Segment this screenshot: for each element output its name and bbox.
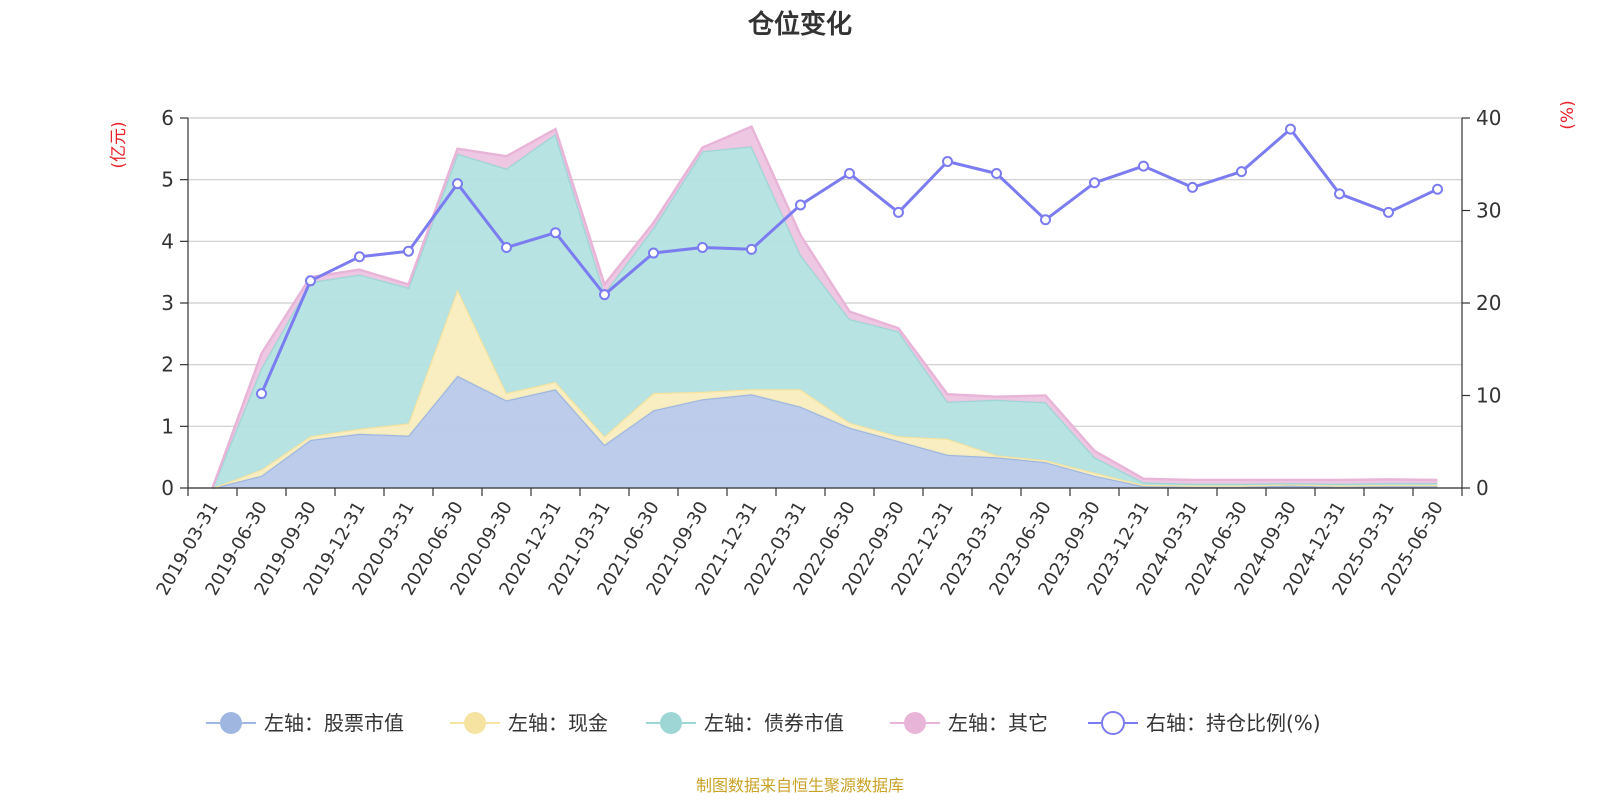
right-tick-label: 0 <box>1476 476 1489 500</box>
ratio-point <box>1187 181 1198 193</box>
ratio-point <box>1138 160 1149 172</box>
ratio-point <box>648 247 659 259</box>
position-ratio-line <box>256 123 1443 400</box>
ratio-point <box>354 251 365 263</box>
legend-marker-icon <box>220 712 242 734</box>
ratio-point <box>1432 183 1443 195</box>
ratio-point <box>991 168 1002 179</box>
legend-label: 左轴：现金 <box>508 711 608 735</box>
ratio-point <box>942 155 953 167</box>
legend-label: 左轴：债券市值 <box>704 711 844 735</box>
left-axis-unit: (亿元) <box>109 121 129 168</box>
chart-title: 仓位变化 <box>747 9 852 40</box>
left-tick-label: 1 <box>161 414 174 438</box>
left-tick-label: 6 <box>161 106 174 130</box>
left-tick-label: 5 <box>161 168 174 192</box>
legend-item[interactable]: 左轴：股票市值 <box>206 711 404 735</box>
ratio-point <box>452 178 463 190</box>
legend-item[interactable]: 左轴：债券市值 <box>646 711 844 735</box>
legend-label: 左轴：股票市值 <box>264 711 404 735</box>
ratio-point <box>501 242 512 253</box>
ratio-point <box>1334 188 1345 200</box>
left-tick-label: 4 <box>161 229 174 253</box>
ratio-point <box>305 275 316 287</box>
ratio-point <box>1040 214 1051 226</box>
legend-label: 右轴：持仓比例(%) <box>1146 711 1321 735</box>
right-tick-label: 10 <box>1476 384 1501 408</box>
legend: 左轴：股票市值 左轴：现金 左轴：债券市值 左轴：其它 右轴：持仓比例(%) <box>206 711 1321 735</box>
left-tick-label: 3 <box>161 291 174 315</box>
stacked-areas <box>211 124 1438 490</box>
ratio-point <box>550 227 561 239</box>
area-edge-other <box>211 124 1438 489</box>
legend-item[interactable]: 左轴：现金 <box>450 711 608 735</box>
ratio-point <box>844 168 855 179</box>
ratio-point <box>795 199 806 211</box>
area-bond-value <box>212 134 1438 488</box>
legend-marker-icon <box>1101 711 1125 735</box>
ratio-point <box>697 242 708 253</box>
right-axis-unit: (%) <box>1558 100 1578 129</box>
ratio-point <box>599 289 610 301</box>
left-tick-label: 0 <box>161 476 174 500</box>
right-tick-label: 30 <box>1476 199 1501 223</box>
legend-item[interactable]: 左轴：其它 <box>890 711 1048 735</box>
ratio-point <box>256 388 267 400</box>
legend-marker-icon <box>464 712 486 734</box>
area-stock-value <box>212 375 1438 488</box>
right-tick-label: 20 <box>1476 291 1501 315</box>
legend-item[interactable]: 右轴：持仓比例(%) <box>1088 711 1321 735</box>
data-source-note: 制图数据来自恒生聚源数据库 <box>696 776 904 795</box>
ratio-point <box>1236 166 1247 178</box>
left-tick-label: 2 <box>161 353 174 377</box>
ratio-point <box>893 206 904 218</box>
legend-marker-icon <box>904 712 926 734</box>
right-tick-label: 40 <box>1476 106 1501 130</box>
ratio-point <box>1383 206 1394 218</box>
ratio-point <box>746 243 757 255</box>
legend-marker-icon <box>660 712 682 734</box>
ratio-point <box>403 245 414 257</box>
legend-label: 左轴：其它 <box>948 711 1048 735</box>
ratio-point <box>1089 177 1100 189</box>
ratio-point <box>1285 123 1296 135</box>
